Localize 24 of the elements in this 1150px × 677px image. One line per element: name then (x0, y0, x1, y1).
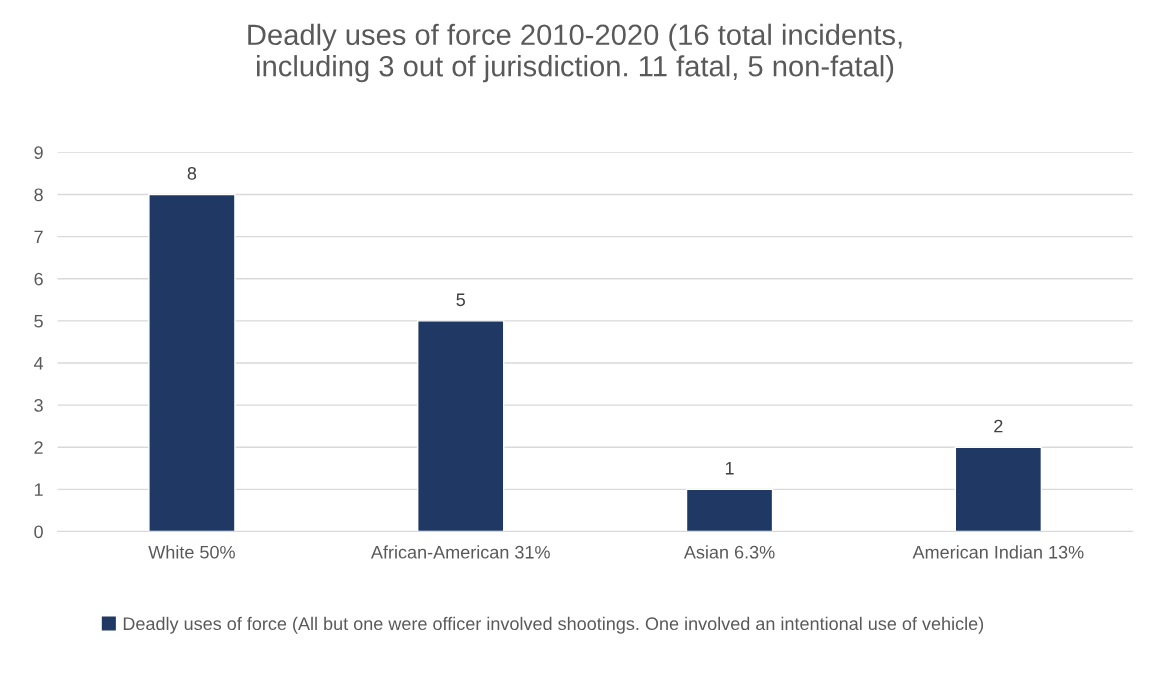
x-tick-label: Asian 6.3% (683, 545, 775, 559)
y-tick-label: 9 (34, 146, 43, 160)
y-tick-label: 1 (34, 483, 43, 496)
y-tick-label: 3 (34, 399, 43, 412)
y-tick-label: 2 (34, 441, 43, 454)
bar (148, 193, 236, 532)
data-label: 8 (187, 166, 197, 180)
bar (417, 320, 505, 532)
y-tick-label: 6 (34, 272, 43, 286)
bar (685, 488, 774, 532)
x-tick-label: African-American 31% (370, 545, 550, 559)
y-tick-label: 0 (34, 525, 43, 539)
x-tick-label: American Indian 13% (912, 545, 1084, 559)
bar (954, 446, 1043, 532)
y-tick-label: 4 (33, 357, 44, 370)
legend-label: Deadly uses of force (All but one were officer involved shootings. One involved an intentional use of vehicle) (123, 616, 984, 634)
y-tick-label: 5 (34, 314, 43, 328)
y-tick-label: 7 (34, 230, 43, 244)
x-tick-label: White 50% (148, 545, 235, 559)
chart-title: Deadly uses of force 2010-2020 (16 total incidents, including 3 out of jurisdiction. 11 fatal, 5 non-fatal) (248, 23, 902, 83)
data-label: 1 (725, 462, 734, 475)
data-label: 2 (994, 419, 1003, 433)
y-tick-label: 8 (34, 188, 43, 202)
data-label: 5 (456, 293, 465, 307)
